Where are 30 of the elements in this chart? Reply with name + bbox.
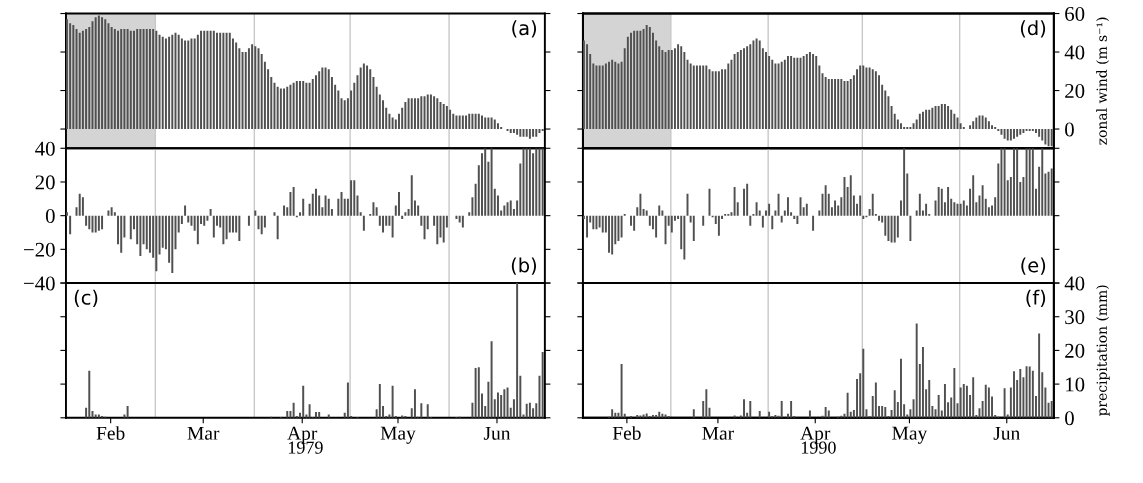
y2-tick-label: 20	[1065, 343, 1085, 358]
y2-tick-label: 40	[1064, 276, 1085, 291]
annotation: (c)	[74, 289, 98, 308]
annotation: (b)	[511, 257, 537, 275]
x-tick-label: Feb	[612, 426, 641, 440]
x-tick-label: Jun	[993, 426, 1020, 440]
y2-axis-title: precipitation (mm)	[1096, 285, 1110, 417]
x-tick-label: Mar	[702, 426, 734, 440]
y-tick-label: 40	[35, 141, 55, 156]
x-tick-label: Mar	[187, 426, 220, 440]
y2-tick-label: 20	[1065, 83, 1085, 98]
annotation: (a)	[512, 20, 537, 38]
x-tick-label: May	[380, 426, 416, 444]
y2-axis-title: zonal wind (m s⁻¹)	[1096, 17, 1109, 145]
annotation: (d)	[1020, 20, 1046, 38]
y-tick-label: 0	[45, 209, 55, 224]
y-tick-label: 20	[35, 175, 55, 190]
y2-tick-label: 0	[1065, 411, 1074, 426]
y2-tick-label: 0	[1065, 122, 1074, 137]
x-tick-label: Jun	[483, 426, 511, 440]
annotation: (f)	[1026, 289, 1046, 308]
y2-tick-label: 60	[1065, 6, 1085, 21]
annotation: (e)	[1021, 257, 1046, 275]
y-tick-label: −40	[23, 276, 55, 291]
y-tick-label: −20	[23, 242, 55, 257]
y2-tick-label: 40	[1064, 45, 1085, 60]
y2-tick-label: 10	[1066, 377, 1085, 392]
x-tick-label: Feb	[96, 426, 125, 440]
x-tick-label: May	[892, 426, 928, 444]
y2-tick-label: 30	[1065, 310, 1085, 325]
